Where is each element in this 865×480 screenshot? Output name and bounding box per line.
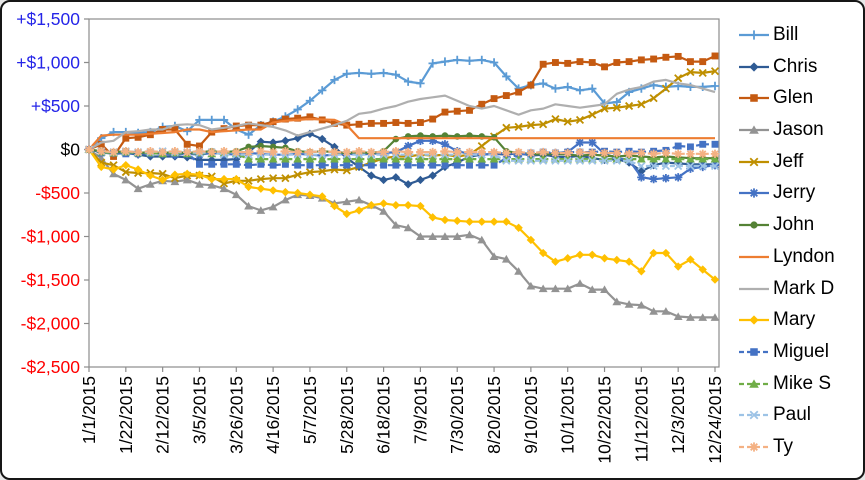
- x-axis-tick-label: 12/3/2015: [668, 376, 688, 454]
- series-jason[interactable]: [84, 145, 720, 321]
- y-axis-tick-label: $0: [61, 140, 81, 160]
- x-axis-tick-label: 10/22/2015: [595, 376, 615, 464]
- legend-marker-mike-s-icon: [739, 378, 769, 388]
- series-line-lyndon[interactable]: [88, 117, 715, 151]
- legend-label-jason: Jason: [773, 119, 824, 141]
- series-line-jason[interactable]: [88, 148, 715, 319]
- legend-item-mary[interactable]: Mary: [739, 309, 815, 331]
- y-axis-tick-label: -$500: [35, 183, 80, 203]
- legend-item-bill[interactable]: Bill: [739, 24, 798, 46]
- legend-label-mary: Mary: [773, 309, 816, 331]
- legend-item-glen[interactable]: Glen: [739, 87, 813, 109]
- legend-item-chris[interactable]: Chris: [739, 56, 817, 78]
- x-axis-tick-label: 7/30/2015: [447, 376, 467, 454]
- x-axis-tick-label: 3/5/2015: [189, 376, 209, 444]
- legend-marker-jeff-icon: [739, 157, 769, 167]
- legend-item-jason[interactable]: Jason: [739, 119, 824, 141]
- legend-label-paul: Paul: [773, 404, 812, 426]
- legend-marker-lyndon-icon: [739, 255, 769, 258]
- x-axis-tick-label: 4/16/2015: [263, 376, 283, 454]
- legend-item-miguel[interactable]: Miguel: [739, 341, 829, 363]
- legend-item-jeff[interactable]: Jeff: [739, 151, 803, 173]
- legend-marker-bill-icon: [739, 30, 769, 40]
- plot-border: [88, 18, 720, 368]
- x-axis-tick-label: 11/12/2015: [631, 376, 651, 462]
- y-axis-tick-label: -$1,000: [21, 227, 81, 247]
- x-axis-tick-label: 5/7/2015: [300, 376, 320, 444]
- line-chart-plot: +$1,500 +$1,000 +$500 $0 -$500 -$1,000 -$1,500…: [16, 9, 725, 464]
- series-lyndon[interactable]: [88, 117, 715, 151]
- legend-label-glen: Glen: [773, 87, 814, 109]
- legend-label-lyndon: Lyndon: [773, 245, 835, 267]
- legend-label-ty: Ty: [773, 435, 794, 457]
- series-line-glen[interactable]: [88, 54, 716, 158]
- x-axis-tick-label: 6/18/2015: [374, 376, 394, 454]
- legend-marker-jerry-icon: [739, 188, 769, 199]
- legend-item-mark-d[interactable]: Mark D: [739, 278, 834, 300]
- x-axis-tick-label: 1/22/2015: [116, 376, 136, 454]
- legend-item-jerry[interactable]: Jerry: [739, 182, 815, 204]
- y-axis-tick-label: -$2,500: [21, 357, 81, 377]
- x-axis-tick-label: 1/1/2015: [79, 376, 99, 444]
- legend-label-miguel: Miguel: [773, 340, 829, 362]
- legend-marker-chris-icon: [739, 62, 769, 72]
- x-axis-tick-label: 3/26/2015: [226, 376, 246, 454]
- chart-legend: Bill Chris Glen Jason Jeff Jerry John Lyndon Mar…: [739, 24, 857, 458]
- series-mary[interactable]: [84, 145, 720, 284]
- series-ty[interactable]: [84, 145, 720, 159]
- legend-label-bill: Bill: [773, 24, 799, 45]
- legend-label-chris: Chris: [773, 55, 818, 77]
- legend-marker-glen-icon: [739, 94, 769, 103]
- x-axis-tick-label: 9/10/2015: [521, 376, 541, 454]
- series-mark-d[interactable]: [88, 78, 716, 151]
- legend-marker-mark-d-icon: [739, 287, 769, 290]
- x-axis-tick-label: 8/20/2015: [484, 376, 504, 454]
- y-axis-tick-label: +$1,500: [16, 9, 80, 29]
- legend-item-john[interactable]: John: [739, 214, 814, 236]
- series-line-mary[interactable]: [88, 148, 716, 281]
- legend-marker-miguel-icon: [739, 348, 769, 356]
- series-line-jeff[interactable]: [88, 70, 716, 185]
- legend-item-paul[interactable]: Paul: [739, 404, 811, 426]
- legend-item-lyndon[interactable]: Lyndon: [739, 246, 835, 268]
- legend-item-mike-s[interactable]: Mike S: [739, 373, 831, 395]
- legend-label-mark-d: Mark D: [773, 277, 835, 299]
- y-axis-tick-label: -$1,500: [21, 270, 81, 290]
- x-axis-tick-label: 2/12/2015: [153, 376, 173, 454]
- series-line-miguel[interactable]: [88, 143, 715, 167]
- legend-marker-mary-icon: [739, 315, 769, 325]
- x-axis-tick-label: 7/9/2015: [410, 376, 430, 444]
- x-axis-tick-label: 10/1/2015: [558, 376, 578, 454]
- legend-label-mike-s: Mike S: [773, 372, 832, 394]
- series-line-ty[interactable]: [88, 148, 715, 155]
- series-line-mark-d[interactable]: [88, 78, 716, 151]
- x-axis-tick-label: 12/24/2015: [705, 376, 725, 464]
- y-axis-tick-label: -$2,000: [21, 314, 81, 334]
- legend-marker-paul-icon: [739, 410, 769, 420]
- legend-label-jeff: Jeff: [773, 150, 804, 172]
- y-axis-tick-label: +$1,000: [16, 53, 80, 73]
- y-axis-tick-label: +$500: [31, 96, 80, 116]
- legend-marker-jason-icon: [739, 125, 769, 134]
- legend-item-ty[interactable]: Ty: [739, 436, 793, 458]
- legend-marker-john-icon: [739, 221, 769, 229]
- legend-label-john: John: [773, 214, 815, 236]
- legend-label-jerry: Jerry: [773, 182, 816, 204]
- legend-marker-ty-icon: [739, 442, 769, 452]
- x-axis-tick-label: 5/28/2015: [337, 376, 357, 454]
